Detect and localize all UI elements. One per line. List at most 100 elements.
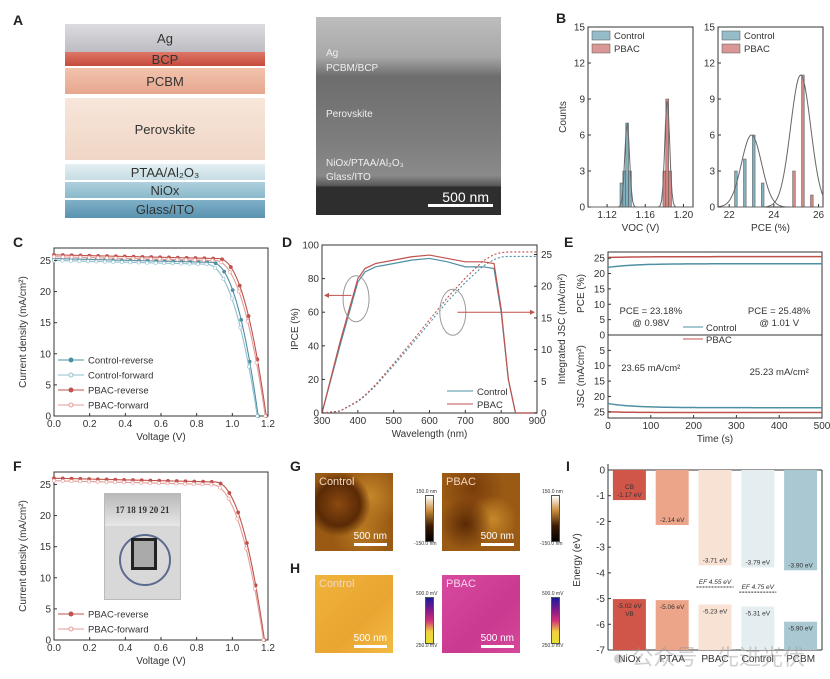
energy-level-label: -3.71 eV: [703, 557, 728, 564]
legend-marker: [68, 387, 74, 393]
jv-marker: [200, 482, 205, 487]
jv-marker: [252, 586, 257, 591]
jv-marker: [187, 261, 192, 266]
y-tick-label: 20: [594, 269, 606, 280]
jv-marker: [113, 480, 118, 485]
energy-level-label: -2.14 eV: [660, 517, 685, 524]
y-tick-label: 0: [579, 203, 585, 214]
legend-label: PBAC: [706, 335, 732, 346]
x-axis-label: Time (s): [697, 434, 733, 445]
x-tick-label: 600: [421, 416, 438, 427]
panel-letter-b: B: [556, 10, 567, 26]
jv-marker: [87, 255, 92, 260]
category-label: NiOx: [618, 654, 640, 665]
scale-label: 500 nm: [353, 531, 387, 542]
jv-marker: [78, 479, 83, 484]
annotation-text: PCE = 23.18%: [620, 306, 683, 317]
energy-level-label: -5.02 eV: [617, 603, 642, 610]
jv-marker: [244, 546, 248, 551]
legend-marker: [68, 626, 74, 632]
x-tick-label: 1.0: [225, 643, 239, 654]
kpfm-colorbar-pbac: [551, 597, 560, 644]
jv-marker: [111, 260, 116, 264]
legend-marker: [68, 402, 74, 408]
x-tick-label: 1.20: [674, 210, 694, 221]
jv-marker: [166, 257, 171, 262]
annotation-text: 25.23 mA/cm²: [750, 367, 809, 378]
afm-colorbar-control: [425, 495, 434, 542]
y-tick-label: 10: [40, 573, 52, 584]
layer-label: BCP: [151, 51, 179, 67]
jv-marker: [244, 541, 249, 545]
energy-bar-lower: [741, 606, 775, 650]
device-photo-inset: 17 18 19 20 21: [104, 493, 181, 600]
pce-trace: [607, 255, 822, 259]
legend-marker: [68, 357, 74, 363]
x-tick-label: 400: [771, 421, 788, 432]
legend-label: PBAC-reverse: [88, 610, 149, 621]
kpfm-scale: 500 nm: [353, 633, 387, 648]
jv-marker: [213, 265, 217, 270]
jv-marker: [191, 482, 196, 486]
afm-pbac-image: PBAC 500 nm: [442, 473, 520, 551]
kpfm-scale: 500 nm: [480, 633, 514, 648]
jv-marker: [128, 260, 133, 265]
jv-marker: [94, 259, 99, 264]
legend-label: PBAC-forward: [88, 401, 149, 412]
y-tick-label: 0: [45, 636, 51, 647]
jv-marker: [60, 479, 65, 483]
x-tick-label: 1.2: [261, 643, 275, 654]
x-tick-label: 0.8: [190, 419, 204, 430]
y-tick-label: 3: [709, 167, 715, 178]
jv-marker: [228, 265, 233, 269]
jv-marker: [162, 261, 167, 266]
histogram-bar: [801, 74, 805, 208]
panel-letter-e: E: [564, 234, 574, 250]
x-tick-label: 500: [385, 416, 402, 427]
jv-marker: [228, 270, 233, 274]
jv-marker: [220, 257, 224, 262]
y-tick-label: 20: [40, 511, 52, 522]
legend-label: Control: [706, 323, 737, 334]
y-tick-label: 25: [594, 407, 606, 418]
x-tick-label: 200: [685, 421, 702, 432]
legend-label: Control: [744, 31, 775, 42]
jv-marker: [238, 325, 243, 330]
jv-marker: [263, 414, 268, 418]
panel-letter-i: I: [566, 458, 570, 474]
jv-marker: [136, 260, 141, 265]
y-tick-label: -6: [596, 620, 605, 631]
layer-niox: NiOx: [65, 182, 265, 198]
jv-marker: [192, 258, 197, 262]
jv-marker: [69, 258, 73, 263]
histogram-frame: [587, 26, 694, 208]
gaussian-fit-line: [717, 134, 823, 208]
sem-scale-label: 500 nm: [442, 189, 489, 205]
x-tick-label: 0.0: [47, 419, 61, 430]
energy-level-label: -3.79 eV: [746, 559, 771, 566]
x-tick-label: 0.4: [118, 419, 132, 430]
y-tick-label: 9: [709, 95, 715, 106]
solar-cell-device: [131, 538, 157, 570]
jv-marker: [60, 258, 65, 263]
y-tick-label: 20: [594, 392, 606, 403]
legend-swatch: [721, 30, 741, 41]
layer-glass-ito: Glass/ITO: [65, 200, 265, 218]
afm-cbar-bottom: -150.0 nm: [414, 541, 437, 547]
afm-colorbar-pbac: [551, 495, 560, 542]
jv-marker: [153, 261, 158, 265]
jv-marker: [96, 255, 100, 260]
x-tick-label: 26: [813, 210, 825, 221]
legend-label: Control: [477, 387, 508, 398]
y-tick-label: 5: [45, 380, 51, 391]
annotation-text: @ 0.98V: [632, 318, 670, 329]
y-tick-label: -1: [596, 491, 605, 502]
y-tick-label: -4: [596, 568, 605, 579]
jv-marker: [60, 255, 65, 259]
histogram-bar: [752, 134, 756, 208]
energy-bar-lower: [612, 599, 646, 650]
jv-marker: [140, 256, 144, 261]
y-tick-label: -7: [596, 646, 605, 657]
y2-axis-label: Integrated JSC (mA/cm²): [557, 274, 568, 385]
jv-marker: [122, 256, 127, 261]
